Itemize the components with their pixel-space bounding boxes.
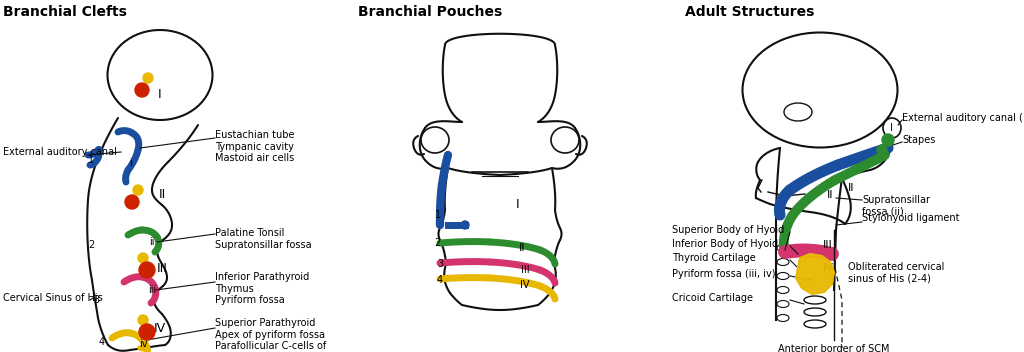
Text: iv: iv	[138, 339, 147, 349]
Circle shape	[143, 73, 153, 83]
Text: ii: ii	[150, 237, 155, 247]
Circle shape	[139, 324, 155, 340]
Polygon shape	[796, 254, 834, 294]
Text: I: I	[516, 199, 520, 212]
Circle shape	[125, 195, 139, 209]
Text: IV: IV	[154, 321, 166, 334]
Text: Inferior Body of Hyoid: Inferior Body of Hyoid	[672, 239, 778, 249]
Text: 4: 4	[437, 275, 443, 285]
Text: Anterior border of SCM: Anterior border of SCM	[778, 344, 890, 352]
Text: Superior Parathyroid
Apex of pyriform fossa
Parafollicular C-cells of
thyroid: Superior Parathyroid Apex of pyriform fo…	[215, 318, 327, 352]
Text: I: I	[890, 123, 893, 133]
Circle shape	[138, 315, 148, 325]
Text: III: III	[823, 240, 833, 250]
Text: Pyriform fossa (iii, iv): Pyriform fossa (iii, iv)	[672, 269, 775, 279]
Text: II: II	[826, 190, 834, 200]
Text: Cervical Sinus of His: Cervical Sinus of His	[3, 293, 102, 303]
Text: Inferior Parathyroid
Thymus
Pyriform fossa: Inferior Parathyroid Thymus Pyriform fos…	[215, 272, 309, 305]
Text: External auditory canal (1): External auditory canal (1)	[902, 113, 1024, 123]
Text: IV: IV	[822, 263, 834, 273]
Text: I: I	[158, 88, 162, 101]
Text: II: II	[159, 189, 166, 201]
Circle shape	[135, 83, 150, 97]
Text: Thyroid Cartilage: Thyroid Cartilage	[672, 253, 756, 263]
Text: Stylohyoid ligament: Stylohyoid ligament	[862, 213, 959, 223]
Text: III: III	[520, 265, 529, 275]
Text: 2: 2	[434, 238, 440, 248]
Text: Stapes: Stapes	[902, 135, 935, 145]
Text: 1: 1	[435, 210, 441, 220]
Text: III: III	[157, 262, 168, 275]
Text: Branchial Pouches: Branchial Pouches	[357, 5, 502, 19]
Text: Eustachian tube
Tympanic cavity
Mastoid air cells: Eustachian tube Tympanic cavity Mastoid …	[215, 130, 295, 163]
Text: 3: 3	[93, 295, 99, 305]
Text: iii: iii	[147, 285, 156, 295]
Circle shape	[133, 185, 143, 195]
Circle shape	[139, 262, 155, 278]
Text: 1: 1	[88, 155, 94, 165]
Text: Superior Body of Hyoid: Superior Body of Hyoid	[672, 225, 784, 235]
Text: Adult Structures: Adult Structures	[685, 5, 814, 19]
Text: II: II	[848, 183, 854, 193]
Circle shape	[882, 134, 894, 146]
Text: Branchial Clefts: Branchial Clefts	[3, 5, 127, 19]
Text: Palatine Tonsil
Supratonsillar fossa: Palatine Tonsil Supratonsillar fossa	[215, 228, 311, 250]
Text: II: II	[519, 243, 525, 253]
Text: Supratonsillar
fossa (ii): Supratonsillar fossa (ii)	[862, 195, 930, 216]
Text: 3: 3	[437, 259, 443, 269]
Circle shape	[138, 253, 148, 263]
Circle shape	[461, 221, 469, 229]
Circle shape	[877, 145, 887, 155]
Text: i: i	[130, 158, 132, 168]
Text: IV: IV	[520, 280, 529, 290]
Text: 2: 2	[88, 240, 94, 250]
Text: 4: 4	[99, 337, 105, 347]
Text: Cricoid Cartilage: Cricoid Cartilage	[672, 293, 753, 303]
Text: External auditory canal: External auditory canal	[3, 147, 117, 157]
Text: Obliterated cervical
sinus of His (2-4): Obliterated cervical sinus of His (2-4)	[848, 262, 944, 284]
